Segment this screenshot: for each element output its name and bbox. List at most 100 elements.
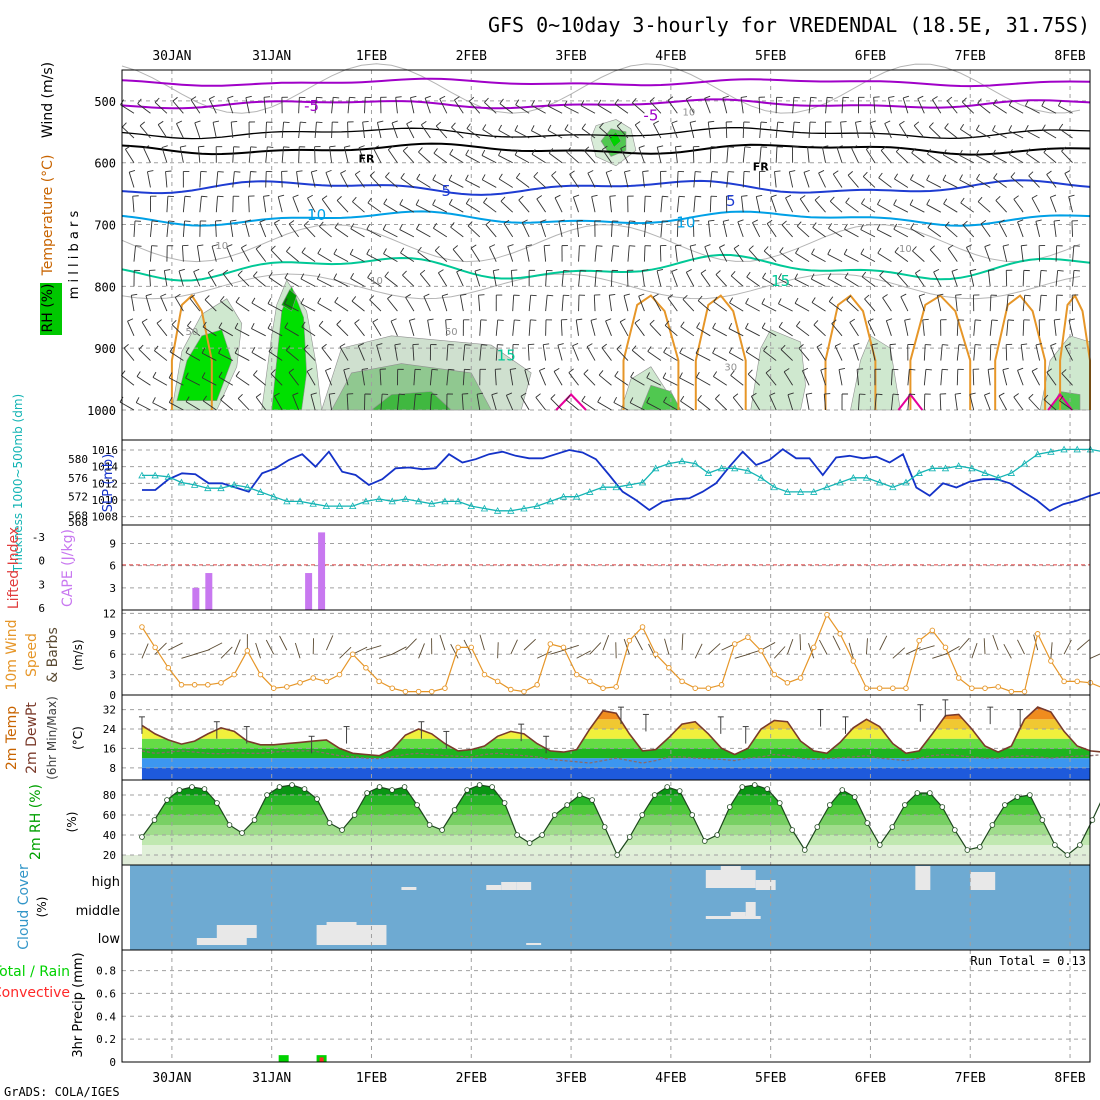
wind-barb <box>450 226 464 238</box>
wind-barb <box>943 154 958 164</box>
wind-barb <box>697 399 711 411</box>
wind-barb <box>369 175 382 188</box>
wind-barb-flag <box>292 392 299 396</box>
wind-barb <box>520 396 530 411</box>
surface-wind-barb <box>958 637 970 651</box>
wind-barb-flag <box>536 195 543 200</box>
cloud-block <box>486 885 502 890</box>
wind-barb <box>676 196 680 213</box>
wind-speed-point <box>758 648 764 654</box>
wind-barb <box>415 204 431 213</box>
wind-barb-flag <box>255 244 262 250</box>
wind-barb <box>602 149 612 163</box>
wind-barb-flag <box>245 219 252 222</box>
wind-barb <box>713 301 728 312</box>
wind-barb <box>873 97 876 114</box>
wind-barb-flag <box>888 96 895 98</box>
wind-speed-point <box>152 644 158 651</box>
wind-barb <box>1017 221 1024 238</box>
wind-barb-flag <box>251 323 255 329</box>
wind-barb <box>441 295 448 312</box>
wind-barb-flag <box>813 320 819 326</box>
rh-point <box>864 820 871 826</box>
wind-barb-flag <box>416 223 420 230</box>
thickness-point <box>151 471 159 479</box>
surface-wind-barb <box>194 649 211 655</box>
wind-barb-flag <box>993 173 998 179</box>
wind-barb <box>649 323 662 337</box>
wind-barb-flag <box>609 195 616 197</box>
wind-barb <box>351 300 365 312</box>
wind-barb-flag <box>789 170 796 173</box>
surface-wind-barb <box>141 643 149 659</box>
wind-barb-flag <box>385 172 390 178</box>
thickness-point <box>164 472 172 480</box>
precip-tick-label: 0.6 <box>96 987 116 1000</box>
surface-wind-barb <box>294 642 301 659</box>
surface-wind-barb <box>207 642 223 651</box>
wind-barb <box>268 351 283 361</box>
wind-barb-flag <box>547 100 552 107</box>
wind-barb-flag <box>1007 319 1015 321</box>
rh-point <box>351 812 358 818</box>
wind-speed-point <box>349 651 356 657</box>
rh-point <box>1014 794 1021 800</box>
wind-barb-flag <box>491 392 498 396</box>
wind-barb <box>456 271 464 287</box>
wind-barb <box>334 301 349 312</box>
wind-barb-flag <box>614 98 619 105</box>
cloud-block <box>401 887 417 890</box>
wind-barb-flag <box>728 322 733 329</box>
temperature-axis-label-line3: (6hr Min/Max) <box>45 696 59 780</box>
rh-point <box>1039 817 1046 823</box>
wind-barb <box>729 352 744 361</box>
wind-barb <box>564 105 579 114</box>
wind-barb-flag <box>909 174 914 180</box>
wind-barb-flag <box>708 219 715 222</box>
wind-barb <box>816 346 826 361</box>
surface-wind-barb <box>497 642 499 659</box>
surface-wind-barb <box>681 634 684 651</box>
wind-speed-point <box>692 685 698 691</box>
rh-point <box>289 782 295 788</box>
thickness-point <box>138 471 146 479</box>
wind-barb-flag <box>605 318 612 322</box>
wind-barb <box>467 225 481 238</box>
wind-barb-flag <box>178 268 185 272</box>
rh-point <box>676 788 683 794</box>
thickness-line <box>142 448 1100 512</box>
wind-barb-flag <box>423 293 430 297</box>
wind-barb-flag <box>539 367 546 371</box>
wind-barb-flag <box>343 367 350 371</box>
wind-barb <box>419 273 431 287</box>
wind-barb-flag <box>915 269 921 274</box>
surface-wind-barb <box>905 647 921 655</box>
wind-barb <box>263 97 267 114</box>
wind-barb <box>492 270 497 287</box>
wind-barb <box>390 320 398 336</box>
wind-barb <box>301 252 316 263</box>
wind-barb <box>391 122 398 139</box>
wind-barb-flag <box>955 294 962 296</box>
wind-speed-point <box>310 675 316 681</box>
wind-barb <box>215 196 218 213</box>
x-date-top-label: 6FEB <box>855 49 886 64</box>
wind-barb <box>796 225 810 238</box>
wind-barb <box>918 295 925 312</box>
rh-point <box>589 797 595 803</box>
rh-point <box>539 832 545 838</box>
wind-barb-flag <box>877 198 881 205</box>
wind-barb <box>811 302 826 312</box>
wind-barb <box>912 250 925 262</box>
wind-barb <box>910 179 925 188</box>
wind-barb <box>680 326 695 337</box>
wind-barb <box>187 325 201 337</box>
wind-barb-flag <box>719 244 725 248</box>
wind-barb-flag <box>288 368 295 373</box>
wind-barb-flag <box>202 395 207 402</box>
wind-barb <box>445 319 448 336</box>
wind-barb <box>626 270 629 287</box>
rh-shading-area <box>271 285 307 411</box>
wind-barb-flag <box>876 393 883 396</box>
wind-barb-flag <box>189 294 196 299</box>
